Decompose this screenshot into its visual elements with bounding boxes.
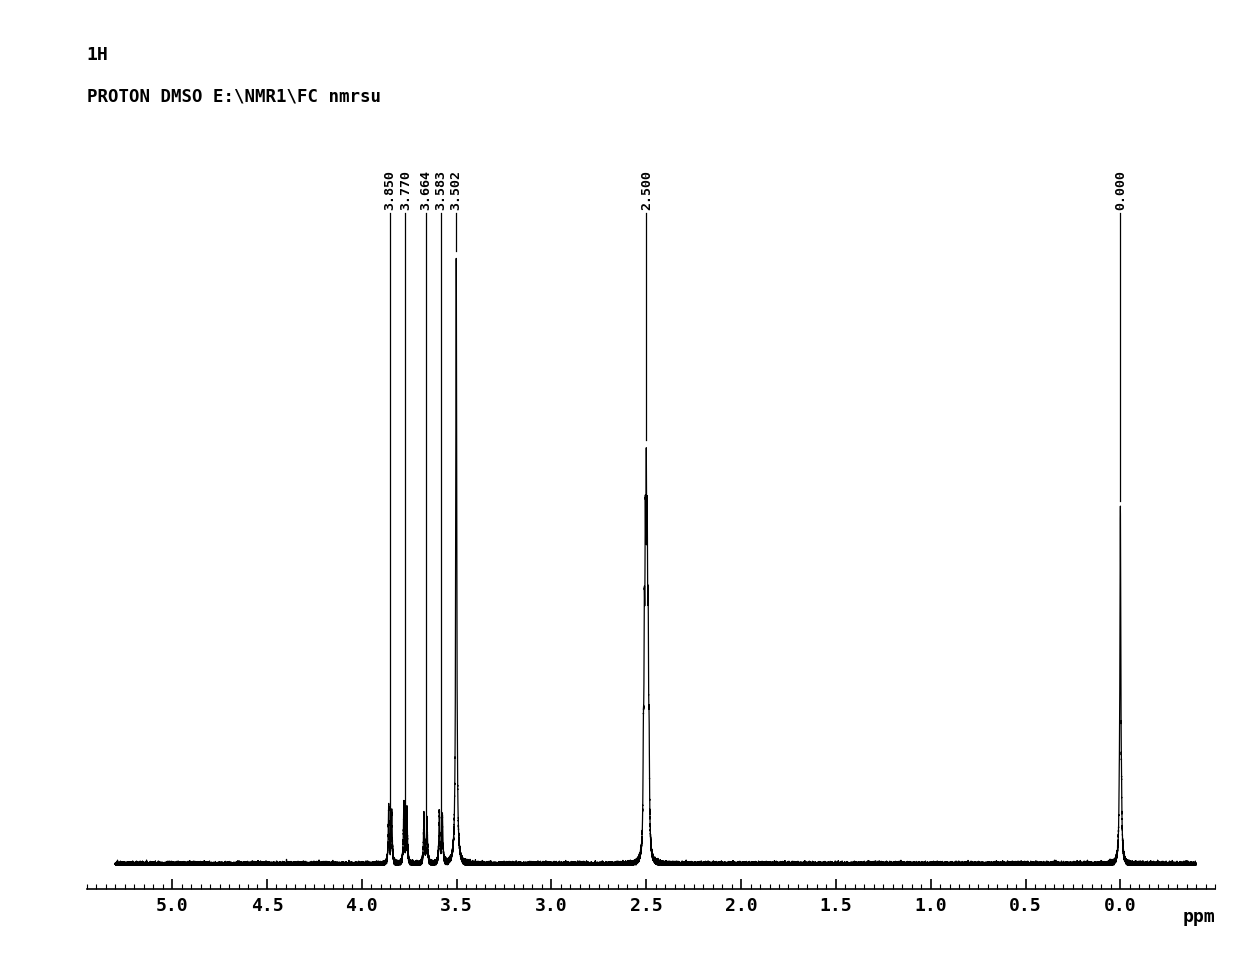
- Text: 3.770: 3.770: [399, 170, 412, 210]
- Text: 3.502: 3.502: [450, 170, 463, 210]
- Text: ppm: ppm: [1183, 909, 1215, 926]
- Text: 1H: 1H: [87, 46, 109, 64]
- Text: 2.500: 2.500: [640, 170, 652, 210]
- Text: 3.664: 3.664: [419, 170, 432, 210]
- Text: PROTON DMSO E:\NMR1\FC nmrsu: PROTON DMSO E:\NMR1\FC nmrsu: [87, 88, 381, 106]
- Text: 3.850: 3.850: [383, 170, 397, 210]
- Text: 3.583: 3.583: [434, 170, 448, 210]
- Text: 0.000: 0.000: [1114, 170, 1127, 210]
